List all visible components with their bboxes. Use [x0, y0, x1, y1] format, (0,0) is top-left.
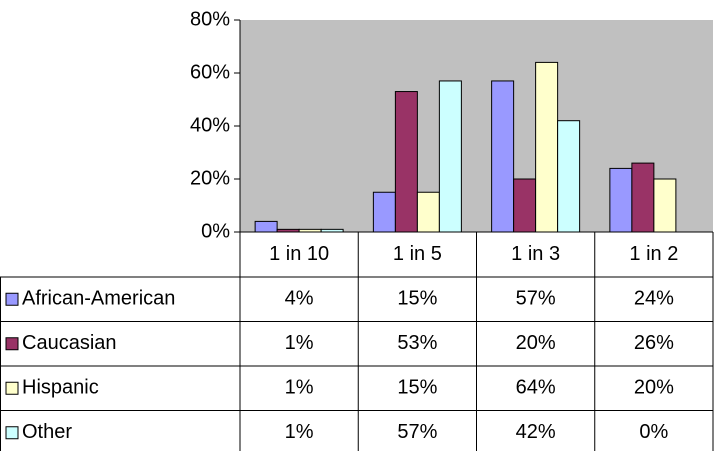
bar: [416, 191, 440, 233]
table-value: 64%: [516, 377, 556, 399]
table-value: 53%: [397, 332, 437, 354]
bar: [372, 191, 396, 233]
x-tick-label: 1 in 3: [511, 243, 560, 265]
bar: [491, 80, 515, 233]
table-value: 4%: [285, 288, 314, 310]
y-tick-label: 40%: [190, 114, 230, 136]
y-tick-label: 0%: [201, 220, 230, 242]
table-value: 15%: [397, 377, 437, 399]
bar: [557, 120, 581, 233]
table-value: 15%: [397, 288, 437, 310]
table-value: 20%: [634, 377, 674, 399]
x-tick-label: 1 in 10: [269, 243, 329, 265]
table-value: 24%: [634, 288, 674, 310]
legend-label: African-American: [22, 288, 175, 310]
y-tick-label: 60%: [190, 61, 230, 83]
table-value: 26%: [634, 332, 674, 354]
bar: [394, 91, 418, 233]
x-tick-label: 1 in 5: [393, 243, 442, 265]
legend-key: [5, 292, 19, 306]
bar: [631, 162, 655, 233]
bar: [535, 61, 559, 233]
table-value: 42%: [516, 421, 556, 443]
table-value: 57%: [516, 288, 556, 310]
table-value: 1%: [285, 332, 314, 354]
table-value: 57%: [397, 421, 437, 443]
bar: [609, 167, 633, 233]
table-value: 1%: [285, 421, 314, 443]
bar: [438, 80, 462, 233]
y-tick-label: 20%: [190, 167, 230, 189]
legend-label: Caucasian: [22, 332, 117, 354]
table-value: 20%: [516, 332, 556, 354]
legend-label: Other: [22, 421, 72, 443]
table-value: 1%: [285, 377, 314, 399]
y-tick-label: 80%: [190, 8, 230, 30]
x-tick-label: 1 in 2: [629, 243, 678, 265]
bar: [513, 178, 537, 233]
bar: [653, 178, 677, 233]
legend-key: [5, 337, 19, 351]
table-value: 0%: [639, 421, 668, 443]
legend-key: [5, 381, 19, 395]
bar: [254, 220, 278, 233]
legend-label: Hispanic: [22, 377, 99, 399]
legend-key: [5, 426, 19, 440]
